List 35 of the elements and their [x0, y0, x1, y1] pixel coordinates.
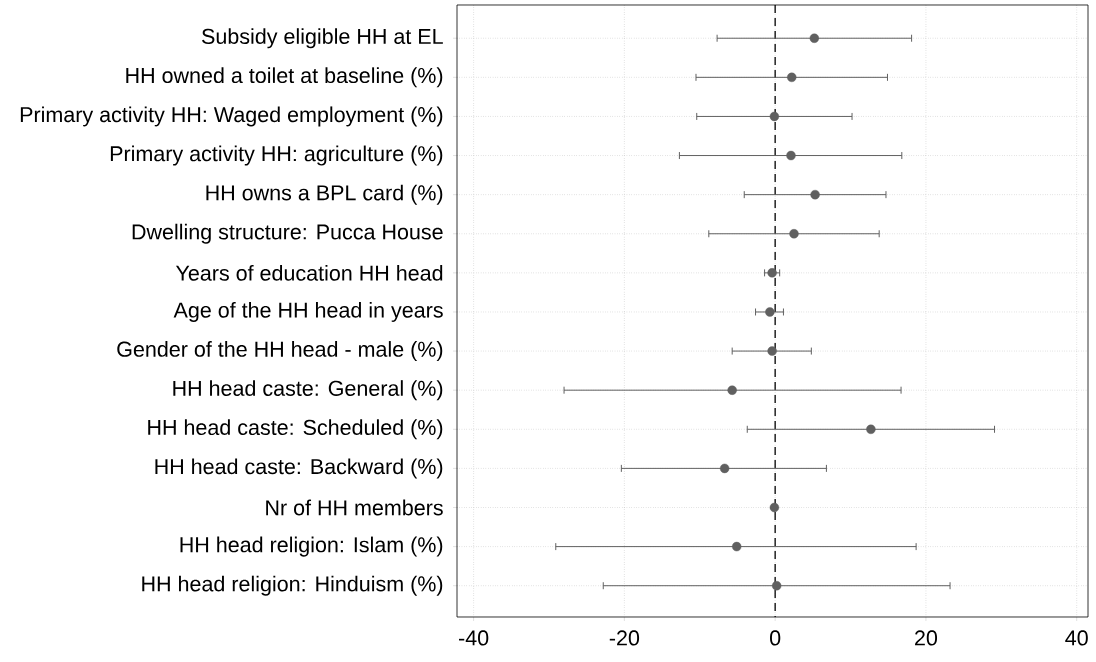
- x-tick-label: -20: [609, 630, 640, 646]
- point: [769, 502, 780, 513]
- x-tick-label: 40: [1065, 630, 1088, 646]
- point: [765, 307, 775, 317]
- y-tick-label: Dwelling structure: Pucca House: [132, 223, 443, 244]
- y-tick-label: HH head caste: Scheduled (%): [148, 419, 443, 440]
- point: [866, 424, 876, 434]
- x-tick-label: 20: [915, 630, 938, 646]
- y-tick-label: Age of the HH head in years: [173, 301, 443, 322]
- point: [767, 268, 777, 278]
- point: [771, 581, 782, 591]
- point: [732, 541, 742, 552]
- y-tick-label: Subsidy eligible HH at EL: [202, 28, 443, 49]
- point: [786, 150, 796, 161]
- point: [787, 72, 797, 83]
- point: [809, 33, 820, 43]
- y-tick-label: Primary activity HH: agriculture (%): [110, 145, 443, 166]
- y-tick-label: HH owned a toilet at baseline (%): [126, 67, 443, 88]
- point: [810, 189, 820, 200]
- point: [769, 111, 780, 122]
- x-tick-label: -40: [459, 630, 489, 646]
- x-tick-label: 0: [770, 630, 781, 646]
- point: [789, 229, 799, 239]
- y-tick-label: HH head caste: General (%): [173, 380, 443, 401]
- y-tick-label: Years of education HH head: [175, 264, 443, 281]
- point: [719, 463, 730, 474]
- y-tick-label: HH head religion: Islam (%): [180, 536, 443, 557]
- y-tick-label: HH owns a BPL card (%): [206, 184, 443, 205]
- y-tick-label: Nr of HH members: [266, 499, 443, 516]
- y-tick-label: HH head caste: Backward (%): [155, 458, 443, 479]
- y-tick-label: Gender of the HH head - male (%): [117, 341, 443, 362]
- point: [727, 385, 737, 395]
- y-tick-label: Primary activity HH: Waged employment (%): [20, 106, 443, 127]
- y-tick-label: HH head religion: Hinduism (%): [142, 575, 443, 596]
- point: [767, 346, 777, 356]
